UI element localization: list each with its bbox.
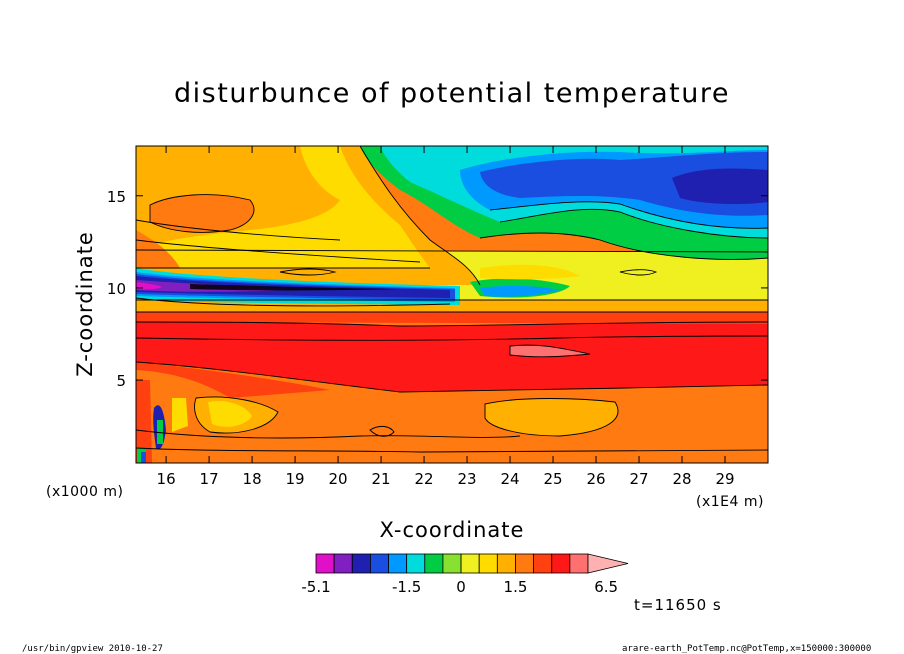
colorbar-label: -5.1 xyxy=(301,578,330,596)
x-tick-label: 25 xyxy=(543,470,562,488)
footer-left: /usr/bin/gpview 2010-10-27 xyxy=(22,644,163,654)
x-axis-label: X-coordinate xyxy=(380,518,525,542)
colorbar-segment xyxy=(551,553,571,574)
x-tick-label: 19 xyxy=(286,470,305,488)
colorbar-segment xyxy=(442,553,462,574)
colorbar-segment xyxy=(478,553,498,574)
colorbar-segment xyxy=(569,553,589,574)
colorbar: -5.1 -1.5 0 1.5 6.5 xyxy=(301,553,629,596)
y-tick-label: 5 xyxy=(116,372,126,390)
colorbar-segment xyxy=(533,553,553,574)
colorbar-segment xyxy=(351,553,371,574)
chart-title: disturbunce of potential temperature xyxy=(174,78,730,109)
y-axis-label: Z-coordinate xyxy=(73,231,97,377)
y-tick-label: 10 xyxy=(107,280,126,298)
colorbar-segment xyxy=(460,553,480,574)
colorbar-label: 6.5 xyxy=(594,578,618,596)
x-tick-label: 20 xyxy=(329,470,348,488)
x-unit-left: (x1000 m) xyxy=(46,484,123,500)
x-tick-label: 23 xyxy=(458,470,477,488)
colorbar-label: 0 xyxy=(456,578,466,596)
x-tick-label: 21 xyxy=(372,470,391,488)
colorbar-label: -1.5 xyxy=(392,578,421,596)
colorbar-label: 1.5 xyxy=(504,578,528,596)
contour-field xyxy=(136,146,768,463)
plot-frame xyxy=(135,145,769,464)
x-unit-right: (x1E4 m) xyxy=(696,494,764,510)
x-tick-label: 27 xyxy=(629,470,648,488)
colorbar-segment xyxy=(515,553,535,574)
colorbar-segment xyxy=(333,553,353,574)
colorbar-segment xyxy=(406,553,426,574)
colorbar-segment xyxy=(496,553,516,574)
y-tick-label: 15 xyxy=(107,188,126,206)
footer-right: arare-earth_PotTemp.nc@PotTemp,x=150000:… xyxy=(622,644,871,654)
colorbar-extension xyxy=(587,553,629,574)
x-tick-label: 26 xyxy=(586,470,605,488)
colorbar-segment xyxy=(315,553,335,574)
x-tick-label: 18 xyxy=(243,470,262,488)
colorbar-segment xyxy=(388,553,408,574)
axes: 16 17 18 19 20 21 22 23 24 25 26 27 28 29 5 10 15 xyxy=(107,146,768,488)
x-tick-label: 29 xyxy=(715,470,734,488)
x-tick-label: 24 xyxy=(500,470,519,488)
colorbar-segment xyxy=(424,553,444,574)
x-tick-label: 16 xyxy=(157,470,176,488)
time-stamp: t=11650 s xyxy=(634,596,722,614)
x-tick-label: 17 xyxy=(200,470,219,488)
colorbar-segment xyxy=(369,553,389,574)
x-tick-label: 28 xyxy=(672,470,691,488)
x-tick-label: 22 xyxy=(415,470,434,488)
